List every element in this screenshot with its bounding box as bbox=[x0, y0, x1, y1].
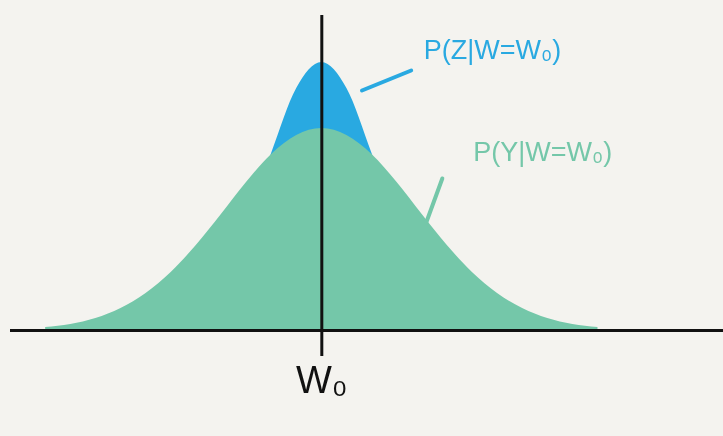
svg-text:P(Y|W=W₀): P(Y|W=W₀) bbox=[473, 137, 612, 167]
svg-text:W₀: W₀ bbox=[296, 359, 348, 401]
svg-text:P(Z|W=W₀): P(Z|W=W₀) bbox=[424, 35, 561, 65]
